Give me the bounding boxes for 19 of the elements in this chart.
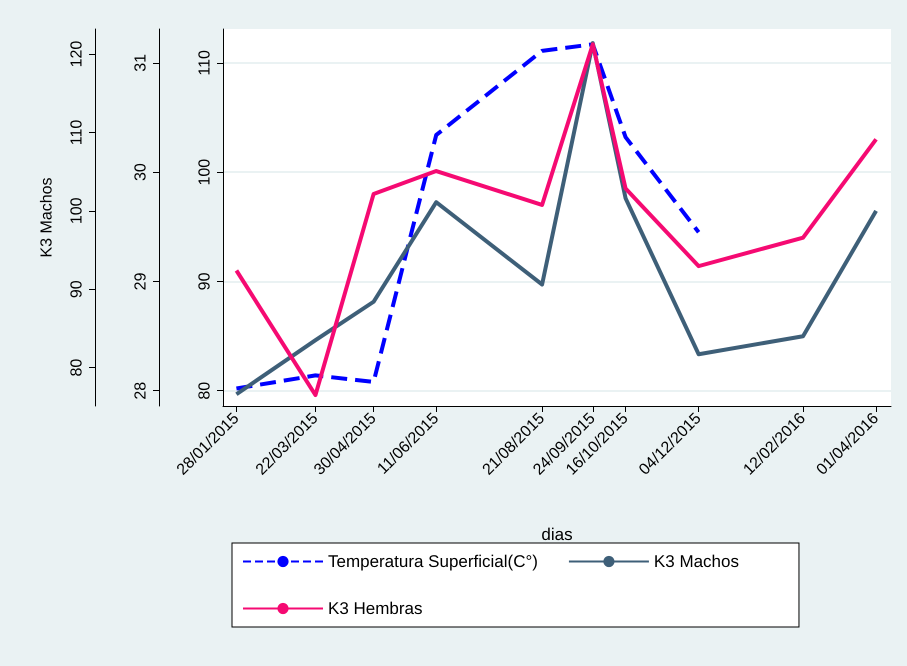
y-tick-label: 100 — [68, 197, 86, 224]
y-tick-label: 110 — [68, 120, 86, 146]
y3-tick-label: 110 — [196, 50, 214, 76]
y3-tick-label: 90 — [196, 272, 214, 290]
line-series — [234, 42, 701, 391]
y-tick-label: 120 — [68, 40, 86, 68]
legend-label: Temperatura Superficial(C°) — [328, 552, 538, 571]
y2-tick-label: 28 — [132, 382, 150, 400]
y-tick-label: 80 — [68, 358, 86, 376]
legend-label: K3 Hembras — [328, 599, 422, 618]
y3-tick-label: 100 — [196, 158, 214, 186]
legend-label: K3 Machos — [654, 552, 739, 571]
x-axis-title: dias — [541, 525, 573, 544]
y2-tick-label: 31 — [132, 54, 150, 72]
y2-tick-label: 29 — [132, 272, 150, 290]
y-tick-label: 90 — [68, 280, 86, 298]
y2-tick-label: 30 — [132, 163, 150, 182]
y-axis-title: K3 Machos — [38, 177, 56, 258]
y3-tick-label: 80 — [196, 382, 214, 400]
